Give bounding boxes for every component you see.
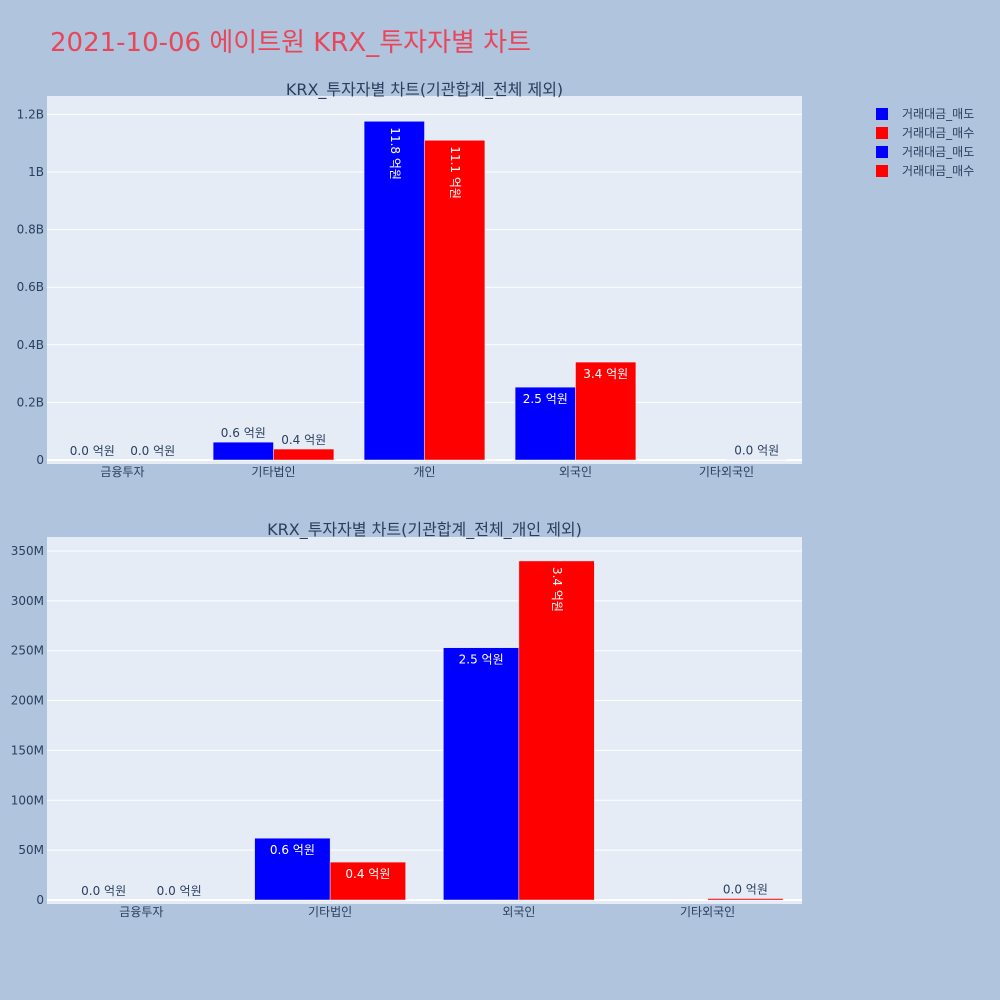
bar-value-label: 0.4 억원 — [345, 867, 390, 881]
x-tick-label: 기타외국인 — [680, 905, 735, 919]
legend-label: 거래대금_매수 — [902, 126, 975, 140]
y-tick-label: 200M — [11, 694, 44, 708]
y-tick-label: 150M — [11, 743, 44, 757]
bar — [329, 861, 406, 901]
x-tick-label: 개인 — [413, 465, 435, 479]
chart-title: KRX_투자자별 차트(기관합계_전체_개인 제외) — [267, 520, 582, 540]
y-tick-label: 0.4B — [17, 338, 44, 352]
chart-1: 0 0.2B 0.4B 0.6B 0.8B 1B 1.2B KRX_투자자별 차트(기관합계_… — [17, 80, 802, 479]
x-tick-label: 기타법인 — [308, 905, 352, 919]
bar-value-label: 0.4 억원 — [281, 433, 326, 447]
bar-value-label: 2.5 억원 — [459, 653, 504, 667]
bar-value-label: 0.0 억원 — [70, 444, 115, 458]
bar-value-label: 3.4 억원 — [550, 567, 564, 612]
bar — [575, 361, 637, 461]
bar — [212, 441, 274, 461]
y-tick-label: 1B — [28, 165, 44, 179]
bar-value-label: 11.8 억원 — [388, 127, 402, 180]
bar — [254, 837, 331, 901]
bar-value-label: 11.1 억원 — [448, 146, 462, 199]
bar-value-label: 3.4 억원 — [583, 367, 628, 381]
bar — [707, 898, 784, 901]
bar — [363, 121, 425, 461]
y-tick-label: 0 — [36, 453, 44, 467]
y-tick-label: 50M — [18, 843, 44, 857]
y-tick-label: 350M — [11, 544, 44, 558]
bar-value-label: 2.5 억원 — [523, 392, 568, 406]
bar — [424, 140, 486, 461]
legend-item[interactable]: 거래대금_매도 — [876, 142, 974, 161]
legend-label: 거래대금_매수 — [902, 164, 975, 178]
bar — [443, 647, 520, 901]
y-tick-label: 0.2B — [17, 395, 44, 409]
legend-swatch — [876, 126, 888, 139]
bar — [518, 560, 595, 901]
bar-value-label: 0.0 억원 — [734, 444, 779, 458]
y-tick-label: 300M — [11, 594, 44, 608]
x-tick-label: 기타외국인 — [699, 465, 754, 479]
y-tick-label: 1.2B — [17, 107, 44, 121]
legend-swatch — [876, 107, 888, 120]
legend-swatch — [876, 145, 888, 158]
y-tick-label: 0.6B — [17, 280, 44, 294]
bar-value-label: 0.0 억원 — [81, 884, 126, 898]
x-tick-label: 외국인 — [559, 465, 592, 479]
plot-area — [47, 537, 802, 904]
y-tick-label: 250M — [11, 644, 44, 658]
x-tick-label: 외국인 — [502, 905, 535, 919]
bar-value-label: 0.0 억원 — [723, 883, 768, 897]
legend-item[interactable]: 거래대금_매도 — [876, 104, 974, 123]
bar-value-label: 0.0 억원 — [130, 444, 175, 458]
page-title: 2021-10-06 에이트원 KRX_투자자별 차트 — [50, 28, 532, 58]
legend: 거래대금_매도 거래대금_매수 거래대금_매도 거래대금_매수 — [876, 104, 974, 180]
bar — [514, 386, 576, 461]
bar-value-label: 0.6 억원 — [270, 843, 315, 857]
legend-item[interactable]: 거래대금_매수 — [876, 161, 974, 180]
x-tick-label: 금융투자 — [100, 465, 144, 479]
bar-value-label: 0.6 억원 — [221, 426, 266, 440]
legend-label: 거래대금_매도 — [902, 107, 975, 121]
x-tick-label: 금융투자 — [119, 905, 163, 919]
legend-item[interactable]: 거래대금_매수 — [876, 123, 974, 142]
x-tick-label: 기타법인 — [251, 465, 295, 479]
y-tick-label: 100M — [11, 793, 44, 807]
legend-label: 거래대금_매도 — [902, 145, 975, 159]
y-tick-label: 0 — [36, 893, 44, 907]
bar-value-label: 0.0 억원 — [157, 884, 202, 898]
chart-title: KRX_투자자별 차트(기관합계_전체 제외) — [286, 80, 563, 100]
y-tick-label: 0.8B — [17, 223, 44, 237]
legend-swatch — [876, 164, 888, 177]
chart-2: 0 50M 100M 150M 200M 250M 300M 350M KRX_투자자별 차트(… — [11, 520, 802, 919]
bar — [273, 448, 335, 461]
